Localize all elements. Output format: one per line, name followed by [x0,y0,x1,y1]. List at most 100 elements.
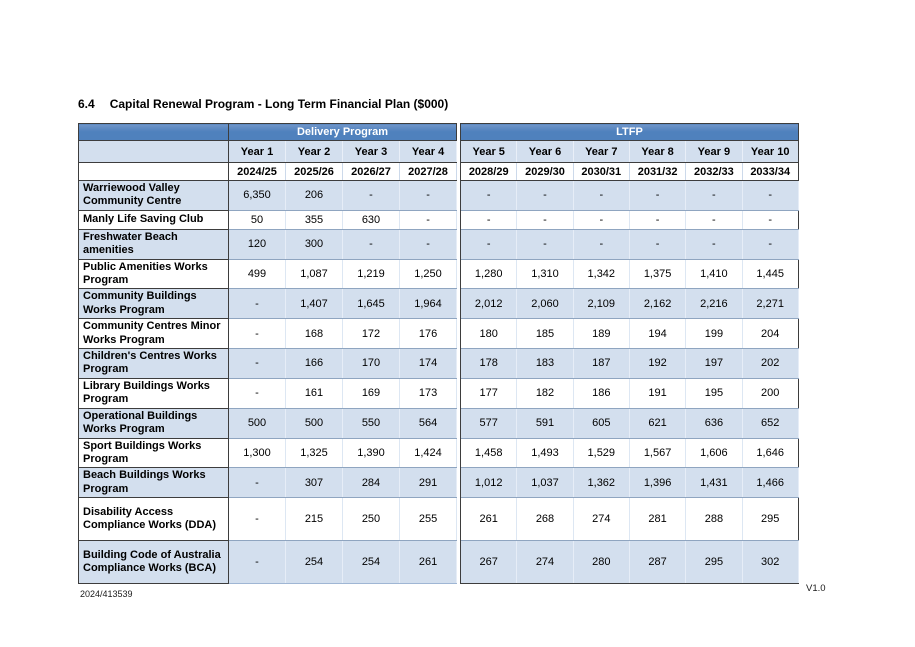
value-cell: 621 [629,408,687,439]
value-cell: - [685,180,743,211]
financial-year-cell: 2027/28 [399,162,458,181]
value-cell: - [342,229,400,260]
year-header-cell: Year 9 [685,140,743,163]
value-cell: 176 [399,318,458,350]
section-gap [456,180,462,211]
value-cell: 215 [285,497,343,542]
value-cell: - [573,180,630,211]
value-cell: 1,362 [573,467,630,499]
value-cell: - [573,210,630,230]
value-cell: - [742,229,799,260]
value-cell: 161 [285,378,343,409]
program-name-cell: Community Buildings Works Program [78,288,229,320]
section-gap [456,378,462,409]
value-cell: 1,280 [460,259,518,290]
table-row: Community Centres Minor Works Program -16… [78,318,799,350]
value-cell: 500 [228,408,286,439]
value-cell: 166 [285,348,343,379]
section-gap [456,229,462,260]
value-cell: 261 [460,497,518,542]
value-cell: 1,325 [285,438,343,469]
value-cell: 2,109 [573,288,630,320]
value-cell: 564 [399,408,458,439]
value-cell: - [228,318,286,350]
value-cell: 1,529 [573,438,630,469]
financial-year-cell: 2024/25 [228,162,286,181]
value-cell: 192 [629,348,687,379]
value-cell: 1,300 [228,438,286,469]
value-cell: 200 [742,378,799,409]
financial-year-cell: 2030/31 [573,162,630,181]
section-gap [456,123,462,141]
program-name-cell: Freshwater Beach amenities [78,228,229,260]
section-gap [456,348,462,379]
table-row: Freshwater Beach amenities 120 300- - - - - - - - [78,228,799,260]
value-cell: 291 [399,467,458,499]
value-cell: 1,493 [516,438,574,469]
section-gap [456,540,462,584]
value-cell: 1,410 [685,259,743,290]
program-name-cell: Warriewood Valley Community Centre [78,180,229,211]
value-cell: 1,445 [742,259,799,290]
document-reference: 2024/413539 [80,589,133,599]
program-name-cell: Children's Centres Works Program [78,348,229,379]
value-cell: 636 [685,408,743,439]
value-cell: 194 [629,318,687,350]
value-cell: 1,087 [285,259,343,290]
value-cell: 295 [685,540,743,585]
value-cell: 206 [285,180,343,211]
value-cell: - [685,210,743,230]
value-cell: 182 [516,378,574,409]
table-body: Warriewood Valley Community Centre 6,350 2… [78,180,799,585]
value-cell: 1,342 [573,259,630,290]
year-header-cell: Year 4 [399,140,458,163]
value-cell: 1,645 [342,288,400,320]
value-cell: 202 [742,348,799,379]
value-cell: - [399,229,458,260]
table-row: Public Amenities Works Program 499 1,087 1,… [78,258,799,290]
year-header-cell: Year 1 [228,140,286,163]
value-cell: 50 [228,210,286,230]
value-cell: 355 [285,210,343,230]
group-header-row: Delivery Program LTFP [78,123,799,141]
value-cell: 255 [399,497,458,542]
value-cell: 1,375 [629,259,687,290]
program-name-cell: Beach Buildings Works Program [78,467,229,499]
value-cell: 1,407 [285,288,343,320]
value-cell: 630 [342,210,400,230]
value-cell: - [228,540,286,585]
capital-renewal-table: Delivery Program LTFP Year 1 Year 2 Year 3 Ye… [78,123,799,585]
section-gap [456,140,462,163]
table-row: Disability Access Compliance Works (DDA)… [78,497,799,542]
value-cell: 168 [285,318,343,350]
value-cell: 280 [573,540,630,585]
value-cell: 177 [460,378,518,409]
value-cell: 2,060 [516,288,574,320]
value-cell: 307 [285,467,343,499]
program-name-cell: Manly Life Saving Club [78,209,229,230]
year-header-cell: Year 5 [460,140,518,163]
value-cell: 178 [460,348,518,379]
year-header-cell: Year 2 [285,140,343,163]
financial-year-label-cell [78,162,229,181]
value-cell: - [516,180,574,211]
value-cell: 1,567 [629,438,687,469]
value-cell: 605 [573,408,630,439]
program-name-cell: Public Amenities Works Program [78,258,229,290]
program-name-cell: Library Buildings Works Program [78,377,229,409]
value-cell: 254 [342,540,400,585]
financial-year-cell: 2028/29 [460,162,518,181]
value-cell: 120 [228,229,286,260]
table-row: Children's Centres Works Program -166 170 1… [78,348,799,379]
financial-year-cell: 2029/30 [516,162,574,181]
value-cell: 173 [399,378,458,409]
value-cell: 6,350 [228,180,286,211]
group-header-ltfp: LTFP [460,123,799,141]
table-row: Warriewood Valley Community Centre 6,350 2… [78,180,799,211]
section-gap [456,288,462,319]
value-cell: 267 [460,540,518,585]
year-header-cell: Year 3 [342,140,400,163]
value-cell: 550 [342,408,400,439]
value-cell: 250 [342,497,400,542]
